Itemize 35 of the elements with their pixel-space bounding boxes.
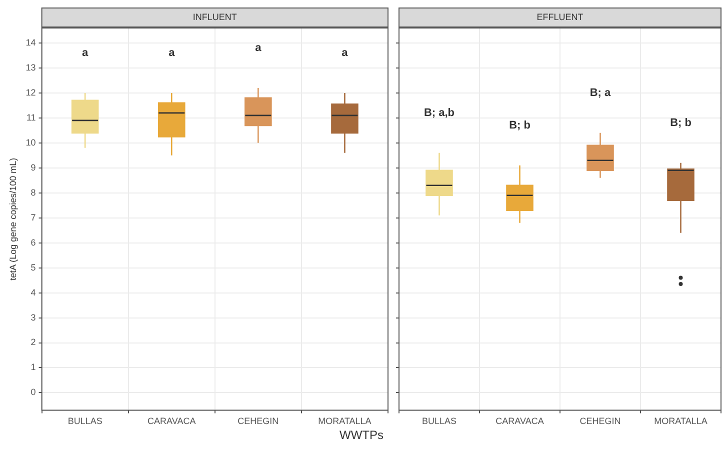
annotation: a bbox=[82, 46, 90, 59]
y-tick-label: 7 bbox=[30, 212, 36, 222]
y-tick-label: 0 bbox=[30, 387, 36, 398]
y-tick-label: 3 bbox=[30, 312, 36, 322]
y-tick-label: 5 bbox=[30, 262, 36, 272]
annotation: B; b bbox=[509, 119, 531, 132]
x-tick-label: BULLAS bbox=[68, 416, 102, 426]
x-tick-label: CARAVACA bbox=[148, 416, 196, 426]
y-tick-label: 4 bbox=[30, 287, 36, 298]
x-axis-title: WWTPs bbox=[338, 428, 384, 442]
x-tick-label: MORATALLA bbox=[654, 416, 708, 426]
chart-title: INFLUENT bbox=[192, 12, 238, 22]
y-tick-label: 13 bbox=[26, 62, 36, 72]
annotation: a bbox=[168, 46, 176, 59]
y-tick-label: 10 bbox=[26, 137, 36, 148]
x-tick-label: MORATALLA bbox=[318, 416, 372, 426]
x-tick-label: CEHEGIN bbox=[580, 416, 621, 426]
annotation: B; a,b bbox=[424, 106, 455, 119]
x-tick-label: BULLAS bbox=[422, 416, 457, 426]
annotation: a bbox=[255, 42, 262, 54]
annotation: B; a bbox=[590, 86, 612, 99]
y-tick-label: 2 bbox=[30, 337, 36, 348]
y-tick-label: 14 bbox=[26, 37, 36, 48]
y-tick-label: 9 bbox=[30, 162, 36, 172]
x-tick-label: CARAVACA bbox=[496, 416, 544, 426]
y-tick-label: 1 bbox=[30, 362, 36, 372]
y-tick-label: 6 bbox=[30, 237, 36, 248]
y-axis-title: tetA (Log gene copies/100 mL) bbox=[8, 158, 18, 280]
annotation: a bbox=[342, 46, 349, 59]
y-tick-label: 8 bbox=[30, 187, 36, 198]
x-tick-label: CEHEGIN bbox=[238, 416, 279, 426]
annotation: B; b bbox=[670, 116, 692, 129]
chart-title: EFFLUENT bbox=[536, 12, 584, 22]
y-tick-label: 11 bbox=[26, 112, 36, 122]
y-tick-label: 12 bbox=[26, 87, 36, 98]
